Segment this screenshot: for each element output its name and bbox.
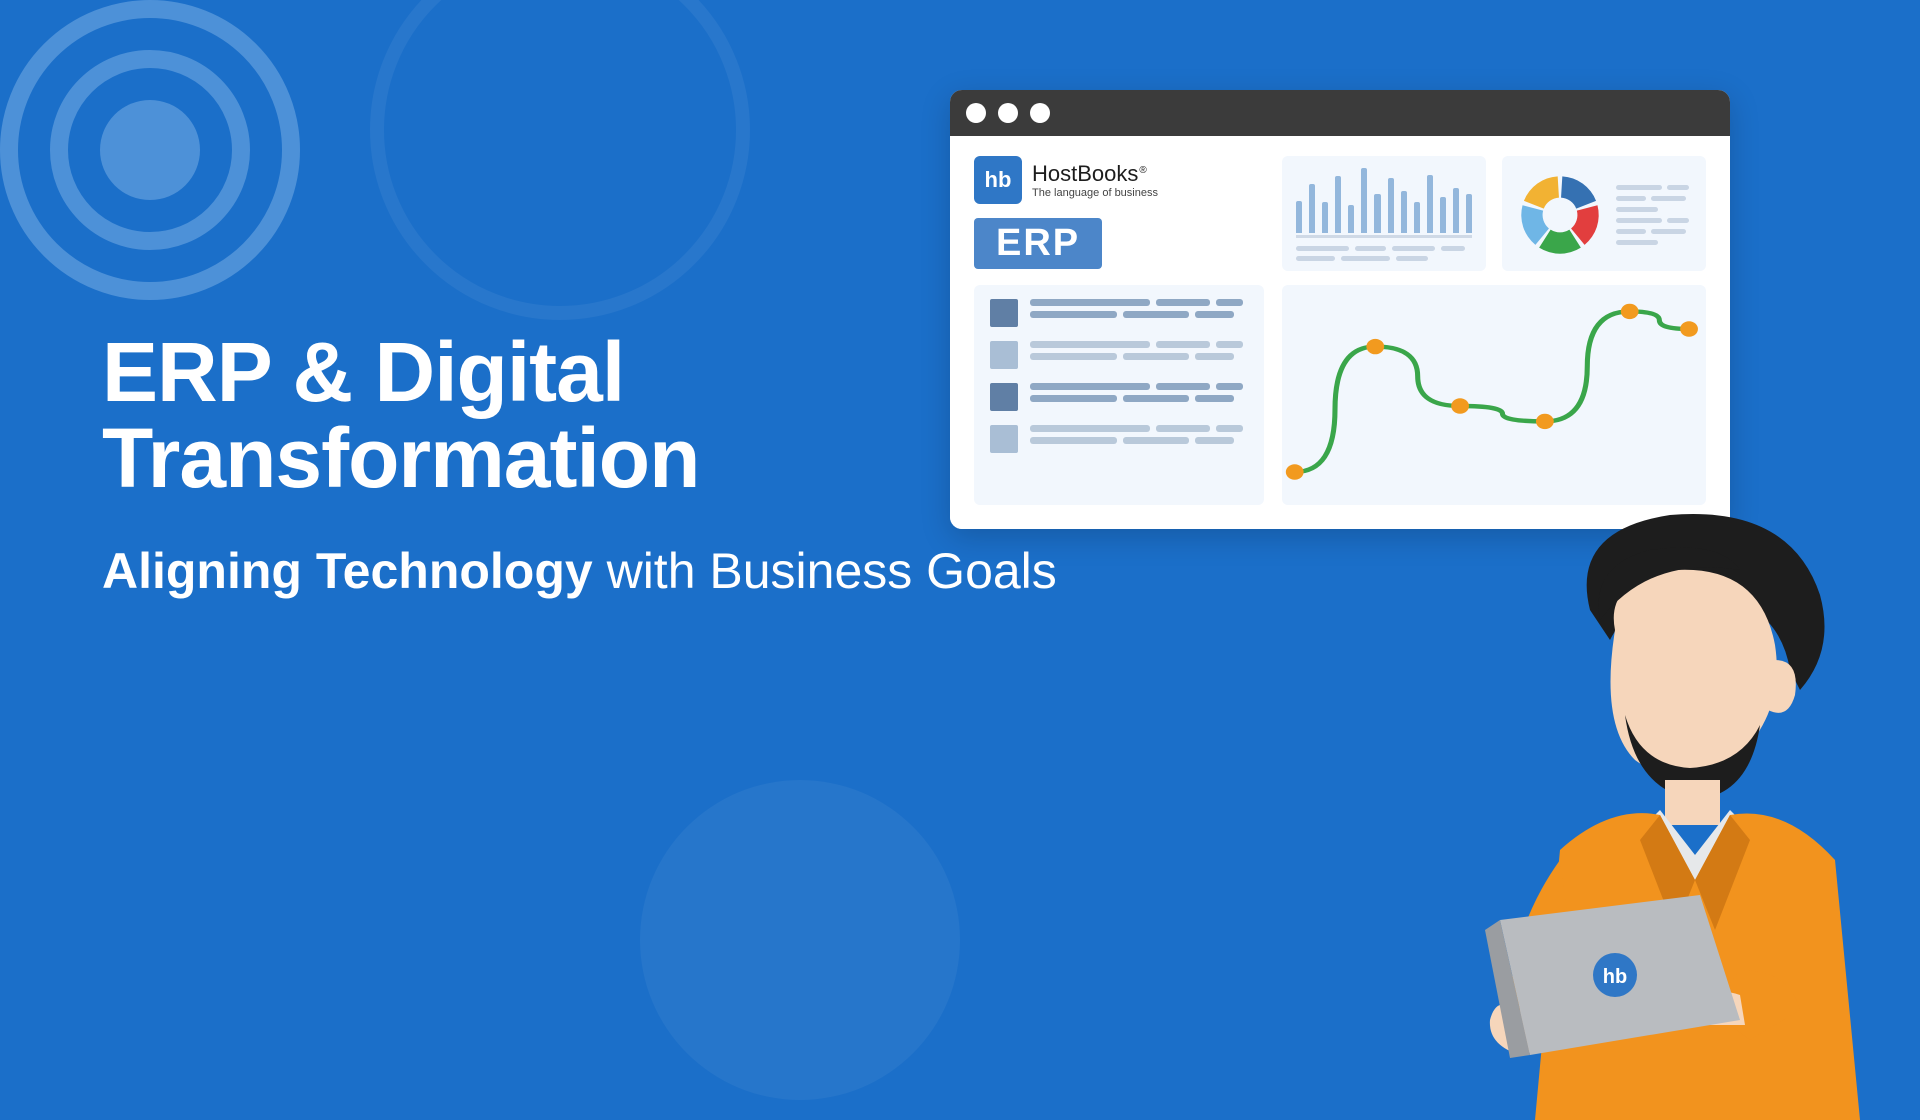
- page-title: ERP & Digital Transformation: [102, 330, 1057, 501]
- title-line2: Transformation: [102, 411, 699, 505]
- bar-chart-panel: [1282, 156, 1486, 271]
- subtitle-strong: Aligning Technology: [102, 543, 593, 599]
- donut-chart-panel: [1502, 156, 1706, 271]
- brand-tagline: The language of business: [1032, 187, 1158, 199]
- line-chart-panel: [1282, 285, 1706, 505]
- bar-chart-legend: [1296, 246, 1472, 261]
- list-item: [990, 383, 1248, 411]
- brand-name: HostBooks®: [1032, 161, 1158, 187]
- bg-pie-icon: [640, 780, 960, 1100]
- top-panels: [1282, 156, 1706, 271]
- window-titlebar: [950, 90, 1730, 136]
- window-dot-icon: [1030, 103, 1050, 123]
- page-subtitle: Aligning Technology with Business Goals: [102, 541, 1057, 601]
- donut-chart: [1516, 171, 1604, 259]
- list-item: [990, 341, 1248, 369]
- bg-globe-icon: [370, 0, 750, 320]
- hostbooks-logo-icon: hb: [974, 156, 1022, 204]
- window-dot-icon: [998, 103, 1018, 123]
- brand-logo-block: hb HostBooks® The language of business: [974, 156, 1264, 204]
- title-line1: ERP & Digital: [102, 325, 624, 419]
- subtitle-rest: with Business Goals: [593, 543, 1057, 599]
- laptop-logo-text: hb: [1603, 966, 1627, 988]
- headline: ERP & Digital Transformation Aligning Te…: [102, 330, 1057, 601]
- dashboard-window: hb HostBooks® The language of business E…: [950, 90, 1730, 529]
- list-item: [990, 299, 1248, 327]
- list-item: [990, 425, 1248, 453]
- window-dot-icon: [966, 103, 986, 123]
- line-chart: [1282, 285, 1706, 505]
- brand-cell: hb HostBooks® The language of business E…: [974, 156, 1264, 271]
- person-illustration: hb: [1440, 500, 1880, 1120]
- erp-badge: ERP: [974, 218, 1102, 269]
- bg-target-icon: [0, 0, 300, 300]
- list-panel: [974, 285, 1264, 505]
- donut-legend: [1616, 185, 1692, 245]
- bar-chart: [1296, 168, 1472, 238]
